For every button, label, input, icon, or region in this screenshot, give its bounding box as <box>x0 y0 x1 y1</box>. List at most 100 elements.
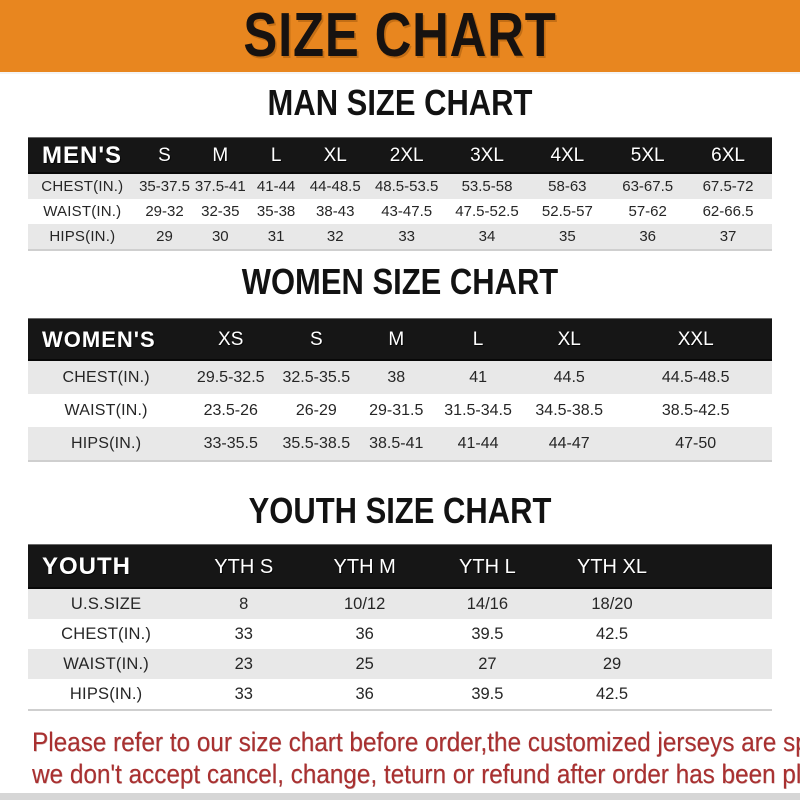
row-label: WAIST(IN.) <box>63 655 149 673</box>
men-section-title-text: MAN SIZE CHART <box>267 82 533 123</box>
size-value: 27 <box>478 655 497 673</box>
size-value: 32-35 <box>201 203 240 220</box>
youth-chest-row: CHEST(IN.) 33 36 39.5 42.5 <box>28 619 772 649</box>
size-value: 8 <box>239 595 249 613</box>
size-value: 35 <box>559 228 576 245</box>
size-value: 47-50 <box>675 435 717 452</box>
size-value: 31 <box>267 228 285 245</box>
size-value: 36 <box>355 685 374 703</box>
size-value: 38.5-41 <box>369 435 424 452</box>
women-waist-row: WAIST(IN.) 23.5-26 26-29 29-31.5 31.5-34… <box>28 394 772 427</box>
row-label: WAIST(IN.) <box>64 402 148 419</box>
banner: SIZE CHART <box>0 0 800 74</box>
size-value: 23.5-26 <box>203 402 258 419</box>
row-label: WAIST(IN.) <box>43 203 122 220</box>
row-spacer <box>675 619 768 649</box>
women-hips-row: HIPS(IN.) 33-35.5 35.5-38.5 38.5-41 41-4… <box>28 427 772 460</box>
size-value: 32 <box>326 228 344 245</box>
size-value: 38.5-42.5 <box>661 402 730 419</box>
women-section-title-text: WOMEN SIZE CHART <box>241 261 559 302</box>
size-value: 48.5-53.5 <box>374 178 439 195</box>
size-value: 62-66.5 <box>702 203 754 220</box>
size-value: 38 <box>387 369 406 386</box>
men-header-cell: M <box>212 145 229 166</box>
men-header-cell: 6XL <box>711 145 745 166</box>
size-value: 23 <box>234 655 253 673</box>
youth-hips-row: HIPS(IN.) 33 36 39.5 42.5 <box>28 679 772 709</box>
size-value: 39.5 <box>471 685 504 703</box>
size-value: 10/12 <box>343 595 386 613</box>
women-size-table: WOMEN'S XS S M L XL XXL CHEST(IN.) 29.5-… <box>28 318 772 462</box>
size-value: 29 <box>602 655 622 673</box>
men-header-cell: 4XL <box>550 145 585 166</box>
youth-header-cell: YTH XL <box>576 556 648 578</box>
size-value: 29-32 <box>145 203 184 220</box>
size-value: 44-47 <box>548 435 590 452</box>
men-header-label: MEN'S <box>42 142 123 169</box>
row-label: U.S.SIZE <box>70 595 142 613</box>
footer-note-line1: Please refer to our size chart before or… <box>32 727 800 757</box>
size-value: 35-38 <box>256 203 296 220</box>
women-header-cell: XXL <box>677 329 714 350</box>
size-value: 47.5-52.5 <box>455 203 519 220</box>
size-value: 63-67.5 <box>622 178 674 195</box>
row-label: HIPS(IN.) <box>69 685 143 703</box>
footer-note-line2: we don't accept cancel, change, teturn o… <box>32 759 800 789</box>
men-header-row: MEN'S S M L XL 2XL 3XL 4XL 5XL 6XL <box>28 137 772 174</box>
size-value: 57-62 <box>628 203 667 220</box>
youth-waist-row: WAIST(IN.) 23 25 27 29 <box>28 649 772 679</box>
women-header-cell: M <box>388 329 405 350</box>
size-value: 29.5-32.5 <box>196 369 265 386</box>
size-value: 34.5-38.5 <box>535 402 604 419</box>
men-hips-row: HIPS(IN.) 29 30 31 32 33 34 35 36 37 <box>28 224 772 249</box>
women-header-cell: S <box>309 329 323 350</box>
row-label: HIPS(IN.) <box>70 435 142 452</box>
size-value: 29-31.5 <box>369 402 424 419</box>
size-value: 67.5-72 <box>702 178 754 195</box>
size-value: 42.5 <box>595 685 629 703</box>
size-value: 41 <box>469 369 487 386</box>
women-header-cell: XL <box>557 329 581 350</box>
men-section-title: MAN SIZE CHART <box>0 84 800 122</box>
size-value: 37 <box>719 228 737 245</box>
women-section-title: WOMEN SIZE CHART <box>0 263 800 301</box>
size-value: 31.5-34.5 <box>444 402 512 419</box>
bottom-edge-strip <box>0 793 800 800</box>
men-header-cell: 2XL <box>389 145 424 166</box>
size-value: 30 <box>211 228 229 245</box>
size-value: 25 <box>355 655 374 673</box>
men-header-cell: XL <box>323 145 347 166</box>
row-label: HIPS(IN.) <box>49 228 116 245</box>
youth-size-table: YOUTH YTH S YTH M YTH L YTH XL U.S.SIZE … <box>28 544 772 711</box>
men-chest-row: CHEST(IN.) 35-37.5 37.5-41 41-44 44-48.5… <box>28 174 772 199</box>
row-spacer <box>675 649 768 679</box>
men-header-cell: 3XL <box>470 145 504 166</box>
size-value: 38-43 <box>316 203 355 220</box>
size-value: 44-48.5 <box>309 178 361 195</box>
size-value: 36 <box>355 625 374 643</box>
women-header-cell: XS <box>218 329 244 350</box>
size-value: 37.5-41 <box>194 178 246 195</box>
size-value: 32.5-35.5 <box>282 369 351 386</box>
youth-header-label: YOUTH <box>42 553 131 580</box>
women-header-cell: L <box>472 329 484 350</box>
youth-header-cell: YTH L <box>459 556 516 578</box>
men-header-cell: L <box>270 145 282 166</box>
size-value: 26-29 <box>295 402 337 419</box>
size-value: 36 <box>639 228 657 245</box>
row-label: CHEST(IN.) <box>62 369 150 386</box>
size-value: 39.5 <box>471 625 504 643</box>
size-value: 33 <box>234 685 253 703</box>
size-value: 34 <box>478 228 496 245</box>
youth-header-cell: YTH S <box>214 556 274 578</box>
row-spacer <box>675 589 768 619</box>
size-value: 53.5-58 <box>461 178 513 195</box>
men-header-cell: S <box>158 145 171 166</box>
youth-header-cell: YTH M <box>333 556 396 578</box>
men-waist-row: WAIST(IN.) 29-32 32-35 35-38 38-43 43-47… <box>28 199 772 224</box>
size-value: 33 <box>398 228 415 245</box>
women-chest-row: CHEST(IN.) 29.5-32.5 32.5-35.5 38 41 44.… <box>28 361 772 394</box>
size-value: 41-44 <box>457 435 499 452</box>
size-value: 33 <box>234 625 253 643</box>
